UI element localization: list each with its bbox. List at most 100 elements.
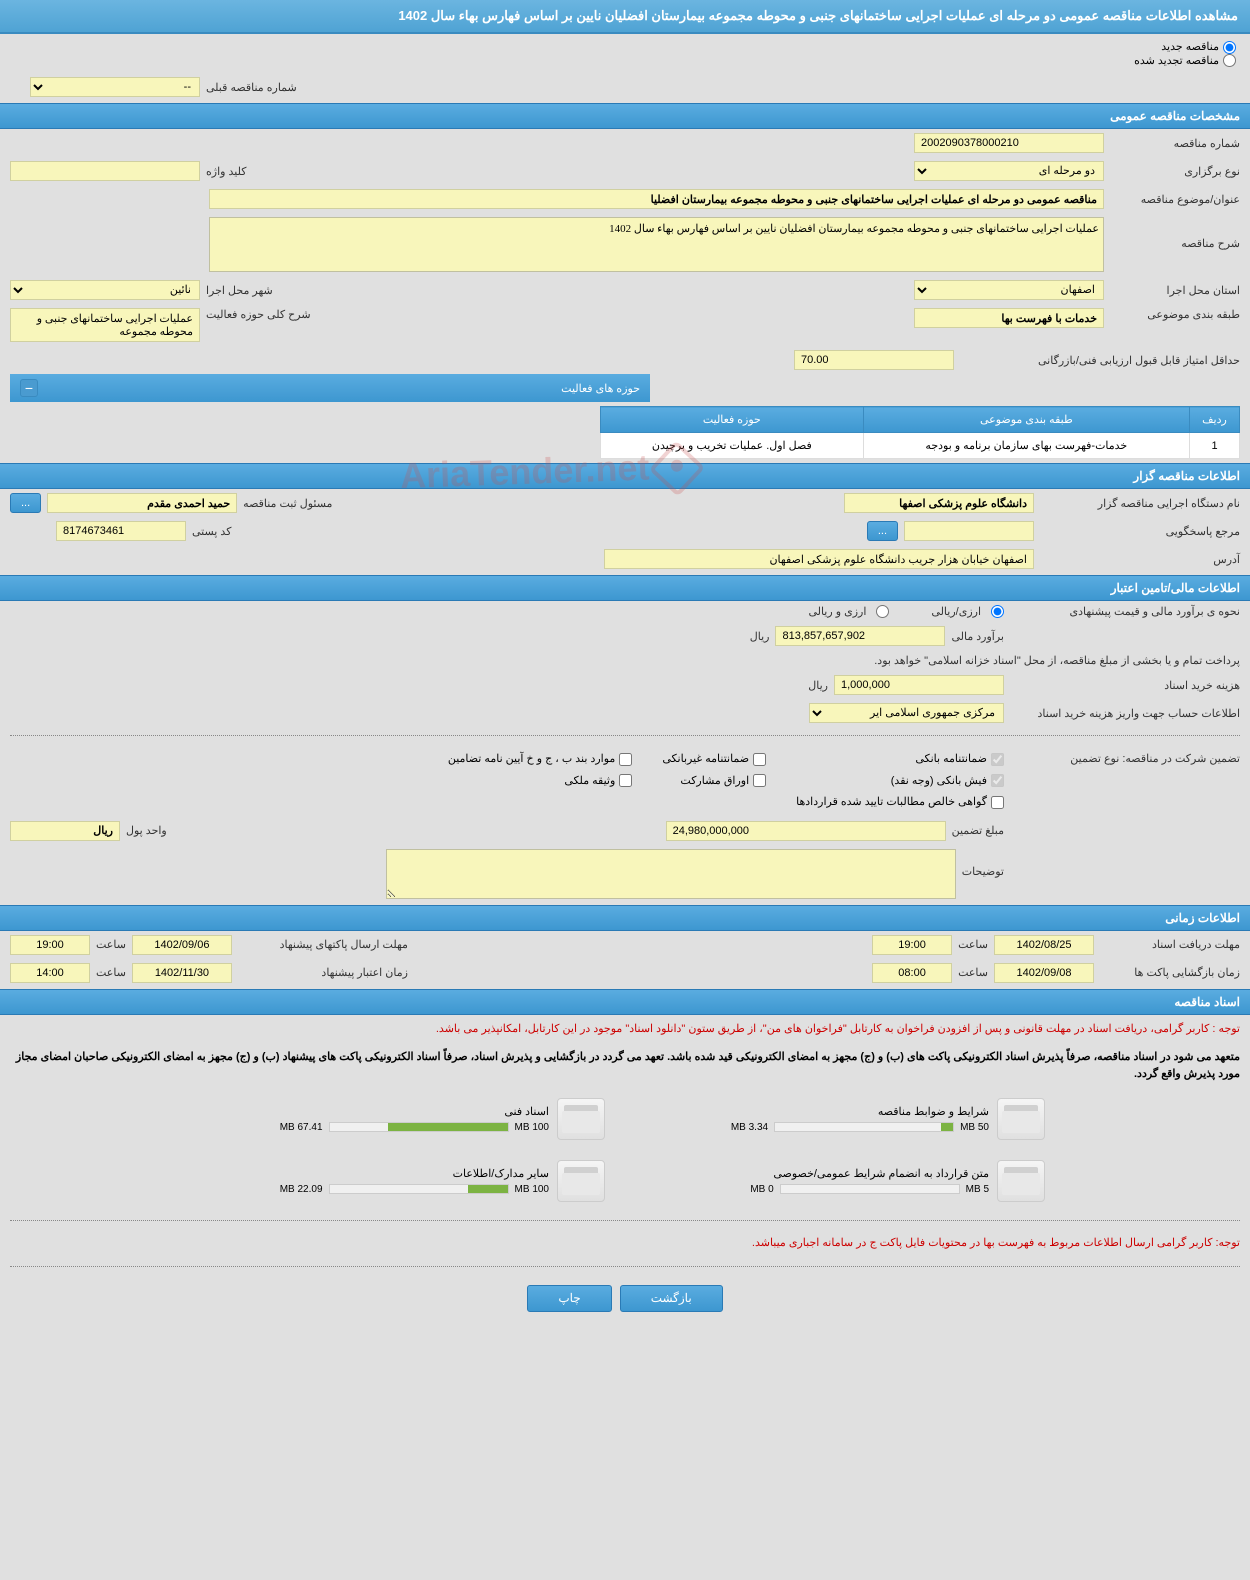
responder-more-button[interactable]: ...: [867, 521, 898, 541]
currency-unit-field[interactable]: [10, 821, 120, 841]
progress-bar: [774, 1122, 954, 1132]
holding-type-select[interactable]: دو مرحله ای: [914, 161, 1104, 181]
activity-areas-title: حوزه های فعالیت: [561, 382, 640, 395]
progress-bar: [780, 1184, 960, 1194]
cell-idx: 1: [1190, 433, 1240, 459]
opening-time[interactable]: [872, 963, 952, 983]
print-button[interactable]: چاپ: [527, 1285, 611, 1312]
chk-bank-guarantee[interactable]: [991, 753, 1004, 766]
deposit-account-select[interactable]: مرکزی جمهوری اسلامی ایر: [809, 703, 1004, 723]
collapse-icon[interactable]: −: [20, 379, 38, 397]
subject-title-label: عنوان/موضوع مناقصه: [1110, 193, 1240, 206]
category-field[interactable]: [914, 308, 1104, 328]
chk-property[interactable]: [619, 774, 632, 787]
time-label-3: ساعت: [958, 966, 988, 979]
notes-field[interactable]: [386, 849, 956, 899]
section-financial-info: اطلاعات مالی/تامین اعتبار: [0, 575, 1250, 601]
radio-renewed-tender[interactable]: [1223, 54, 1236, 67]
doc-used: 67.41 MB: [280, 1122, 323, 1133]
guarantee-type-label: تضمین شرکت در مناقصه: نوع تضمین: [1010, 748, 1240, 765]
folder-icon[interactable]: [557, 1098, 605, 1140]
packet-send-time[interactable]: [10, 935, 90, 955]
guarantee-amount-field[interactable]: [666, 821, 946, 841]
postal-code-label: کد پستی: [192, 525, 231, 538]
chk-regulations[interactable]: [619, 753, 632, 766]
keyword-label: کلید واژه: [206, 165, 246, 178]
chk-receivables-label: گواهی خالص مطالبات تایید شده قراردادها: [796, 796, 987, 808]
estimate-method-label: نحوه ی برآورد مالی و قیمت پیشنهادی: [1010, 605, 1240, 618]
radio-currency-label: ارزی و ریالی: [808, 605, 866, 618]
offer-validity-time[interactable]: [10, 963, 90, 983]
registrar-field[interactable]: [47, 493, 237, 513]
doc-used: 3.34 MB: [731, 1122, 768, 1133]
page-title-bar: مشاهده اطلاعات مناقصه عمومی دو مرحله ای …: [0, 0, 1250, 34]
registrar-label: مسئول ثبت مناقصه: [243, 497, 332, 510]
category-label: طبقه بندی موضوعی: [1110, 308, 1240, 321]
description-label: شرح مناقصه: [1110, 217, 1240, 250]
chk-securities-label: اوراق مشارکت: [680, 775, 749, 787]
chk-receipt-label: فیش بانکی (وجه نقد): [891, 775, 987, 787]
city-label: شهر محل اجرا: [206, 284, 273, 297]
doc-total: 5 MB: [966, 1184, 989, 1195]
more-button[interactable]: ...: [10, 493, 41, 513]
min-tech-score-label: حداقل امتیاز قابل قبول ارزیابی فنی/بازرگ…: [960, 354, 1240, 367]
packet-send-deadline-label: مهلت ارسال پاکتهای پیشنهاد: [238, 938, 408, 951]
organizer-name-label: نام دستگاه اجرایی مناقصه گزار: [1040, 497, 1240, 510]
keyword-field[interactable]: [10, 161, 200, 181]
offer-validity-label: زمان اعتبار پیشنهاد: [238, 966, 408, 979]
time-label-1: ساعت: [958, 938, 988, 951]
doc-receive-deadline-label: مهلت دریافت اسناد: [1100, 938, 1240, 951]
radio-rial[interactable]: [991, 605, 1004, 618]
section-organizer-info: اطلاعات مناقصه گزار: [0, 463, 1250, 489]
docs-red-note-1: توجه : کاربر گرامی، دریافت اسناد در مهلت…: [0, 1015, 1250, 1045]
responder-field[interactable]: [904, 521, 1034, 541]
col-area: حوزه فعالیت: [601, 407, 864, 433]
radio-new-tender[interactable]: [1223, 41, 1236, 54]
packet-send-date[interactable]: [132, 935, 232, 955]
cell-area: فصل اول. عملیات تخریب و برچیدن: [601, 433, 864, 459]
doc-receive-time[interactable]: [872, 935, 952, 955]
min-tech-score-field[interactable]: [794, 350, 954, 370]
radio-currency[interactable]: [876, 605, 889, 618]
progress-bar: [329, 1184, 509, 1194]
notes-label: توضیحات: [962, 849, 1004, 878]
doc-total: 100 MB: [515, 1184, 549, 1195]
tender-type-radios: مناقصه جدید مناقصه تجدید شده: [0, 34, 1250, 73]
folder-icon[interactable]: [997, 1098, 1045, 1140]
activity-scope-desc-field[interactable]: عملیات اجرایی ساختمانهای جنبی و محوطه مج…: [10, 308, 200, 342]
offer-validity-date[interactable]: [132, 963, 232, 983]
chk-nonbank-label: ضمانتنامه غیربانکی: [662, 753, 749, 765]
radio-rial-label: ارزی/ریالی: [931, 605, 981, 618]
chk-nonbank-guarantee[interactable]: [753, 753, 766, 766]
chk-securities[interactable]: [753, 774, 766, 787]
address-field[interactable]: [604, 549, 1034, 569]
prev-tender-select[interactable]: --: [30, 77, 200, 97]
activity-areas-title-bar: حوزه های فعالیت −: [10, 374, 650, 402]
doc-title: شرایط و ضوابط مناقصه: [645, 1105, 989, 1118]
doc-receive-date[interactable]: [994, 935, 1094, 955]
currency-unit-label: واحد پول: [126, 824, 167, 837]
section-docs: اسناد مناقصه: [0, 989, 1250, 1015]
folder-icon[interactable]: [557, 1160, 605, 1202]
chk-receivables[interactable]: [991, 796, 1004, 809]
tender-number-field[interactable]: [914, 133, 1104, 153]
chk-property-label: وثیقه ملکی: [564, 775, 615, 787]
chk-receipt[interactable]: [991, 774, 1004, 787]
city-select[interactable]: نائین: [10, 280, 200, 300]
estimate-field[interactable]: [775, 626, 945, 646]
folder-icon[interactable]: [997, 1160, 1045, 1202]
doc-total: 100 MB: [515, 1122, 549, 1133]
organizer-name-field[interactable]: [844, 493, 1034, 513]
postal-code-field[interactable]: [56, 521, 186, 541]
subject-title-field[interactable]: [209, 189, 1104, 209]
province-select[interactable]: اصفهان: [914, 280, 1104, 300]
col-row: ردیف: [1190, 407, 1240, 433]
estimate-label: برآورد مالی: [951, 630, 1004, 643]
back-button[interactable]: بازگشت: [620, 1285, 723, 1312]
doc-used: 22.09 MB: [280, 1184, 323, 1195]
description-field[interactable]: عملیات اجرایی ساختمانهای جنبی و محوطه مج…: [209, 217, 1104, 272]
doc-cost-field[interactable]: [834, 675, 1004, 695]
chk-bank-label: ضمانتنامه بانکی: [915, 753, 987, 765]
opening-date[interactable]: [994, 963, 1094, 983]
rial-unit: ریال: [750, 630, 770, 643]
